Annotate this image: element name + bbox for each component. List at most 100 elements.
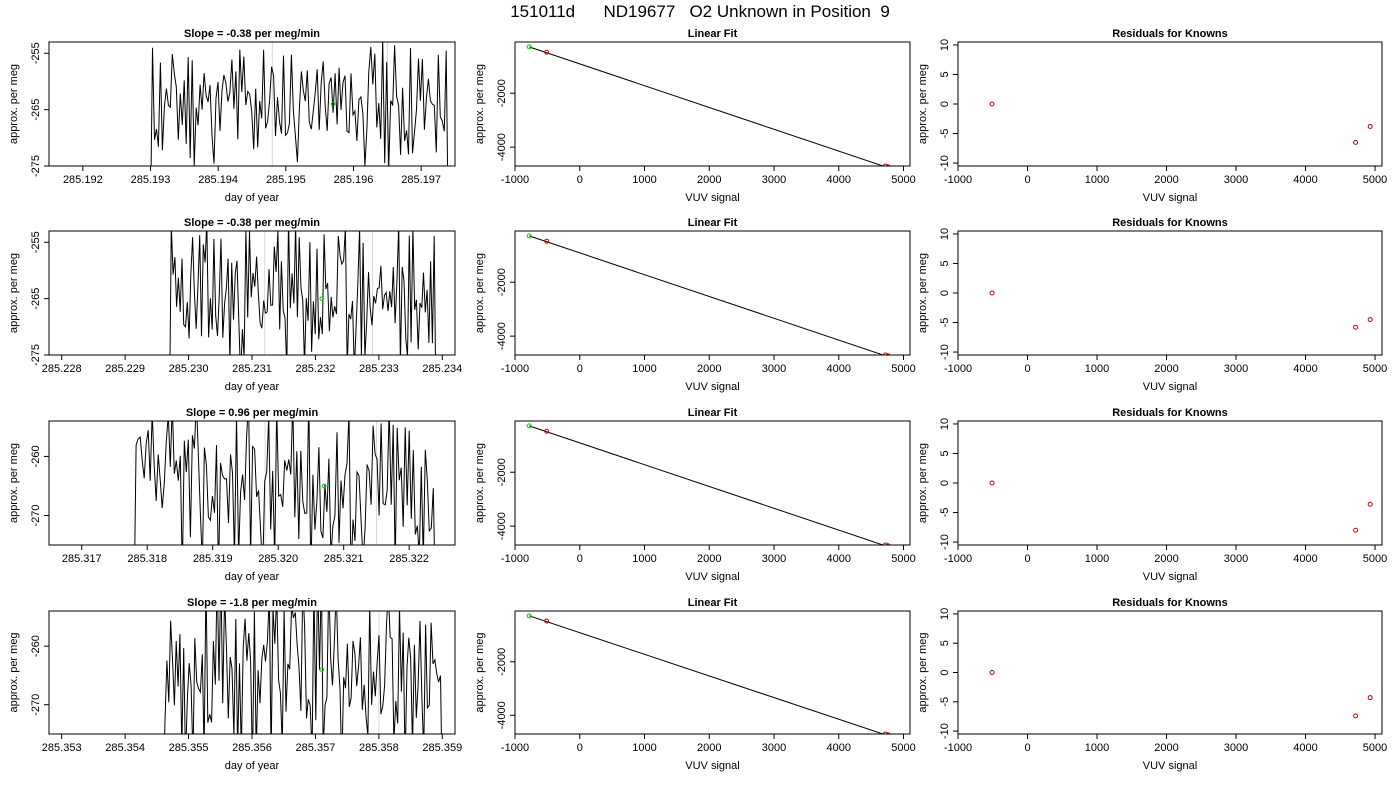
known-point [544, 618, 550, 624]
panel-2-1: Linear Fit -1000 0 1000 2000 3000 4000 5000 VUV … [474, 407, 916, 583]
y-tick-label: -5 [939, 318, 951, 328]
x-tick-label: 285.232 [296, 363, 336, 375]
y-tick-label: 5 [939, 71, 951, 77]
y-tick-label: -2000 [496, 648, 508, 676]
known-point [989, 101, 995, 107]
y-tick-label: 0 [939, 669, 951, 675]
x-tick-label: 1000 [1085, 553, 1109, 565]
x-tick-label: -1000 [501, 742, 529, 754]
x-tick-label: 5000 [1363, 363, 1387, 375]
x-tick-label: 285.196 [334, 174, 374, 186]
known-point [885, 164, 891, 166]
fit-line [529, 46, 885, 166]
unknown-point [330, 101, 336, 107]
y-tick-label: 10 [939, 608, 951, 620]
x-tick-label: 285.353 [42, 742, 82, 754]
y-axis-label: approx. per meg [8, 64, 20, 144]
panel-title: Linear Fit [688, 597, 738, 609]
x-axis-label: VUV signal [685, 192, 739, 204]
fit-line [529, 615, 885, 734]
x-tick-label: 285.230 [169, 363, 209, 375]
trace-line [150, 42, 449, 166]
plot-frame [514, 230, 911, 356]
x-tick-label: 3000 [1224, 363, 1248, 375]
panel-title: Residuals for Knowns [1112, 597, 1228, 609]
x-tick-label: 0 [577, 742, 583, 754]
plot-area [989, 101, 1373, 145]
x-tick-label: 285.194 [198, 174, 238, 186]
x-tick-label: 0 [577, 174, 583, 186]
y-tick-label: -2000 [496, 458, 508, 486]
x-tick-label: 0 [1024, 174, 1030, 186]
x-tick-label: 3000 [1224, 174, 1248, 186]
y-tick-label: -5 [939, 129, 951, 139]
x-tick-label: 5000 [1363, 174, 1387, 186]
x-tick-label: 285.193 [131, 174, 171, 186]
known-point [1367, 123, 1373, 129]
x-tick-label: 2000 [697, 742, 721, 754]
plot-frame [514, 420, 911, 546]
x-tick-label: 3000 [762, 174, 786, 186]
y-axis-label: approx. per meg [8, 253, 20, 333]
y-tick-label: 5 [939, 450, 951, 456]
known-point [1367, 501, 1373, 507]
y-tick-label: -255 [30, 231, 42, 253]
x-tick-label: 3000 [1224, 553, 1248, 565]
y-tick-label: -4000 [496, 701, 508, 729]
x-tick-label: 285.356 [232, 742, 272, 754]
x-tick-label: 1000 [632, 174, 656, 186]
known-point [1367, 317, 1373, 323]
x-tick-label: 0 [1024, 742, 1030, 754]
x-tick-label: 4000 [827, 553, 851, 565]
y-tick-label: -2000 [496, 79, 508, 107]
plot-frame [48, 41, 456, 167]
fit-line [529, 235, 885, 355]
known-point [544, 428, 550, 434]
x-tick-label: 0 [1024, 363, 1030, 375]
x-tick-label: 4000 [827, 363, 851, 375]
x-tick-label: -1000 [944, 363, 972, 375]
known-point [882, 352, 888, 355]
panel-2-0: Slope = 0.96 per meg/min 285.317 285.318 28… [8, 407, 456, 583]
plot-area [150, 42, 449, 166]
known-point [544, 49, 550, 55]
y-axis-label: approx. per meg [474, 64, 486, 144]
panel-title: Linear Fit [688, 407, 738, 419]
panel-1-2: Residuals for Knowns -1000 0 1000 2000 3000 40… [917, 217, 1387, 393]
y-tick-label: -5 [939, 508, 951, 518]
known-point [885, 543, 891, 545]
x-axis-label: VUV signal [1143, 571, 1197, 583]
x-tick-label: 4000 [827, 174, 851, 186]
unknown-point [321, 483, 327, 489]
plot-area [164, 611, 442, 734]
x-tick-label: 3000 [1224, 742, 1248, 754]
plot-frame [957, 230, 1383, 356]
y-tick-label: -265 [30, 288, 42, 310]
known-point [1367, 695, 1373, 701]
plot-area [526, 233, 891, 355]
x-axis-label: VUV signal [1143, 381, 1197, 393]
x-tick-label: 1000 [632, 553, 656, 565]
x-tick-label: -1000 [944, 553, 972, 565]
x-tick-label: 2000 [697, 363, 721, 375]
plot-frame [514, 610, 911, 735]
plot-area [989, 480, 1373, 533]
unknown-point [526, 613, 532, 619]
x-tick-label: 1000 [1085, 363, 1109, 375]
panel-title: Residuals for Knowns [1112, 217, 1228, 229]
x-tick-label: 4000 [1293, 553, 1317, 565]
y-axis-label: approx. per meg [474, 443, 486, 523]
y-tick-label: -260 [30, 445, 42, 467]
y-axis-label: approx. per meg [917, 64, 929, 144]
trace-line [134, 421, 435, 545]
x-tick-label: 4000 [1293, 174, 1317, 186]
x-tick-label: 5000 [891, 742, 915, 754]
y-tick-label: -270 [30, 694, 42, 716]
y-tick-label: -255 [30, 42, 42, 64]
known-point [897, 169, 901, 173]
x-tick-label: 285.192 [63, 174, 103, 186]
x-tick-label: 3000 [762, 553, 786, 565]
known-point [1353, 713, 1359, 719]
panel-title: Slope = 0.96 per meg/min [186, 407, 319, 419]
